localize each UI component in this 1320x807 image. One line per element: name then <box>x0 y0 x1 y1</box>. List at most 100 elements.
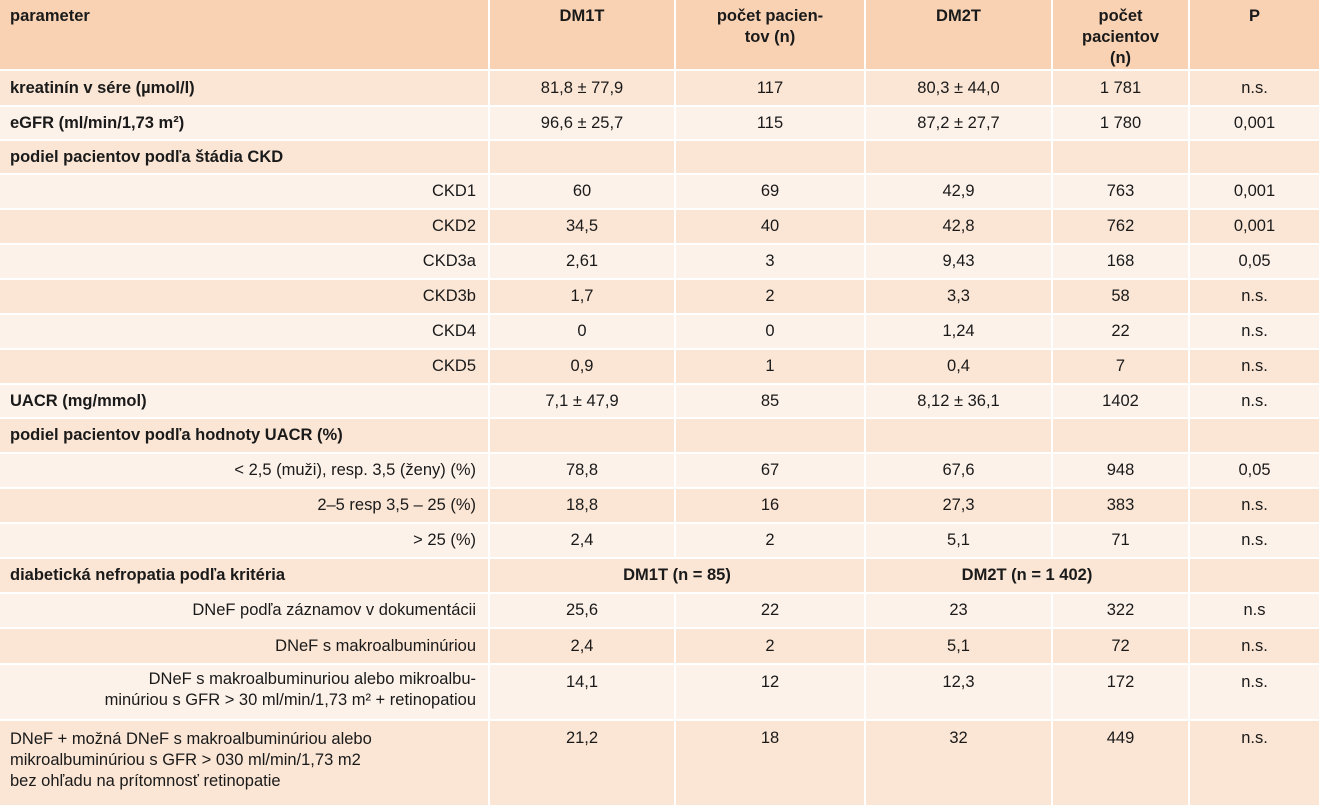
row-label: CKD5 <box>0 349 490 385</box>
section-label: podiel pacientov podľa štádia CKD <box>0 140 490 175</box>
cell-dm2t: 87,2 ± 27,7 <box>865 106 1053 141</box>
table-row: DNeF s makroalbuminúriou 2,4 2 5,1 72 n.… <box>0 628 1320 665</box>
table-row: CKD3b 1,7 2 3,3 58 n.s. <box>0 279 1320 315</box>
cell-dm2t: 67,6 <box>865 453 1053 489</box>
row-label: DNeF + možná DNeF s makroalbuminúriou al… <box>0 720 490 807</box>
cell-dm1t: 81,8 ± 77,9 <box>489 70 676 107</box>
row-label: 2–5 resp 3,5 – 25 (%) <box>0 488 490 524</box>
section-label: podiel pacientov podľa hodnoty UACR (%) <box>0 418 490 454</box>
empty-cell <box>1052 140 1190 175</box>
cell-p: 0,001 <box>1189 209 1320 245</box>
cell-dm1t: 78,8 <box>489 453 676 489</box>
cell-n1: 12 <box>675 664 866 721</box>
group-header-dm1t: DM1T (n = 85) <box>489 558 866 594</box>
cell-dm1t: 2,4 <box>489 523 676 559</box>
cell-dm2t: 1,24 <box>865 314 1053 350</box>
row-label: DNeF podľa záznamov v dokumentácii <box>0 593 490 629</box>
cell-dm1t: 0 <box>489 314 676 350</box>
header-dm1t: DM1T <box>489 0 676 71</box>
empty-cell <box>865 140 1053 175</box>
cell-n1: 2 <box>675 628 866 665</box>
cell-n1: 0 <box>675 314 866 350</box>
cell-n2: 322 <box>1052 593 1190 629</box>
section-row: diabetická nefropatia podľa kritéria DM1… <box>0 558 1320 594</box>
cell-p: n.s. <box>1189 664 1320 721</box>
cell-n1: 2 <box>675 523 866 559</box>
header-row: parameter DM1T počet pacien-tov (n) DM2T… <box>0 0 1320 71</box>
cell-p: n.s. <box>1189 279 1320 315</box>
cell-dm2t: 5,1 <box>865 628 1053 665</box>
table-row: kreatinín v sére (µmol/l) 81,8 ± 77,9 11… <box>0 70 1320 107</box>
empty-cell <box>675 418 866 454</box>
empty-cell <box>1189 140 1320 175</box>
cell-n1: 18 <box>675 720 866 807</box>
cell-p: 0,05 <box>1189 244 1320 280</box>
cell-dm2t: 27,3 <box>865 488 1053 524</box>
cell-p: 0,001 <box>1189 174 1320 210</box>
cell-p: n.s. <box>1189 720 1320 807</box>
cell-n1: 117 <box>675 70 866 107</box>
cell-dm2t: 32 <box>865 720 1053 807</box>
cell-n2: 1 781 <box>1052 70 1190 107</box>
cell-n1: 22 <box>675 593 866 629</box>
cell-dm1t: 21,2 <box>489 720 676 807</box>
cell-dm2t: 5,1 <box>865 523 1053 559</box>
cell-n1: 85 <box>675 384 866 419</box>
row-label: CKD3a <box>0 244 490 280</box>
section-row: podiel pacientov podľa hodnoty UACR (%) <box>0 418 1320 454</box>
cell-dm1t: 96,6 ± 25,7 <box>489 106 676 141</box>
cell-n1: 40 <box>675 209 866 245</box>
cell-n2: 71 <box>1052 523 1190 559</box>
row-label: CKD4 <box>0 314 490 350</box>
cell-dm2t: 3,3 <box>865 279 1053 315</box>
row-label: eGFR (ml/min/1,73 m²) <box>0 106 490 141</box>
cell-p: n.s. <box>1189 70 1320 107</box>
cell-n1: 3 <box>675 244 866 280</box>
cell-n2: 7 <box>1052 349 1190 385</box>
cell-dm1t: 7,1 ± 47,9 <box>489 384 676 419</box>
cell-dm2t: 42,9 <box>865 174 1053 210</box>
cell-n1: 1 <box>675 349 866 385</box>
row-label: < 2,5 (muži), resp. 3,5 (ženy) (%) <box>0 453 490 489</box>
cell-dm2t: 0,4 <box>865 349 1053 385</box>
group-header-dm2t: DM2T (n = 1 402) <box>865 558 1190 594</box>
row-label-line: mikroalbuminúriou s GFR > 030 ml/min/1,7… <box>10 751 361 769</box>
section-row: podiel pacientov podľa štádia CKD <box>0 140 1320 175</box>
cell-p: n.s. <box>1189 628 1320 665</box>
cell-dm1t: 2,4 <box>489 628 676 665</box>
table-row: UACR (mg/mmol) 7,1 ± 47,9 85 8,12 ± 36,1… <box>0 384 1320 419</box>
table-row: < 2,5 (muži), resp. 3,5 (ženy) (%) 78,8 … <box>0 453 1320 489</box>
cell-dm2t: 23 <box>865 593 1053 629</box>
cell-n1: 2 <box>675 279 866 315</box>
cell-dm2t: 12,3 <box>865 664 1053 721</box>
empty-cell <box>1052 418 1190 454</box>
table-row: CKD1 60 69 42,9 763 0,001 <box>0 174 1320 210</box>
cell-dm1t: 14,1 <box>489 664 676 721</box>
cell-dm1t: 1,7 <box>489 279 676 315</box>
cell-p: n.s. <box>1189 384 1320 419</box>
cell-dm2t: 8,12 ± 36,1 <box>865 384 1053 419</box>
empty-cell <box>675 140 866 175</box>
table-row: CKD5 0,9 1 0,4 7 n.s. <box>0 349 1320 385</box>
cell-p: n.s <box>1189 593 1320 629</box>
header-count-dm2t: počet pacientov (n) <box>1052 0 1190 71</box>
cell-n2: 383 <box>1052 488 1190 524</box>
table-row: 2–5 resp 3,5 – 25 (%) 18,8 16 27,3 383 n… <box>0 488 1320 524</box>
header-count-dm1t: počet pacien-tov (n) <box>675 0 866 71</box>
cell-n1: 115 <box>675 106 866 141</box>
row-label: UACR (mg/mmol) <box>0 384 490 419</box>
cell-p: n.s. <box>1189 488 1320 524</box>
table-row: CKD2 34,5 40 42,8 762 0,001 <box>0 209 1320 245</box>
header-parameter: parameter <box>0 0 490 71</box>
cell-p: 0,05 <box>1189 453 1320 489</box>
row-label: DNeF s makroalbuminúriou <box>0 628 490 665</box>
row-label: CKD1 <box>0 174 490 210</box>
cell-dm2t: 42,8 <box>865 209 1053 245</box>
row-label: CKD2 <box>0 209 490 245</box>
header-p: P <box>1189 0 1320 71</box>
cell-p: 0,001 <box>1189 106 1320 141</box>
row-label: kreatinín v sére (µmol/l) <box>0 70 490 107</box>
cell-dm1t: 25,6 <box>489 593 676 629</box>
empty-cell <box>1189 418 1320 454</box>
header-dm2t: DM2T <box>865 0 1053 71</box>
